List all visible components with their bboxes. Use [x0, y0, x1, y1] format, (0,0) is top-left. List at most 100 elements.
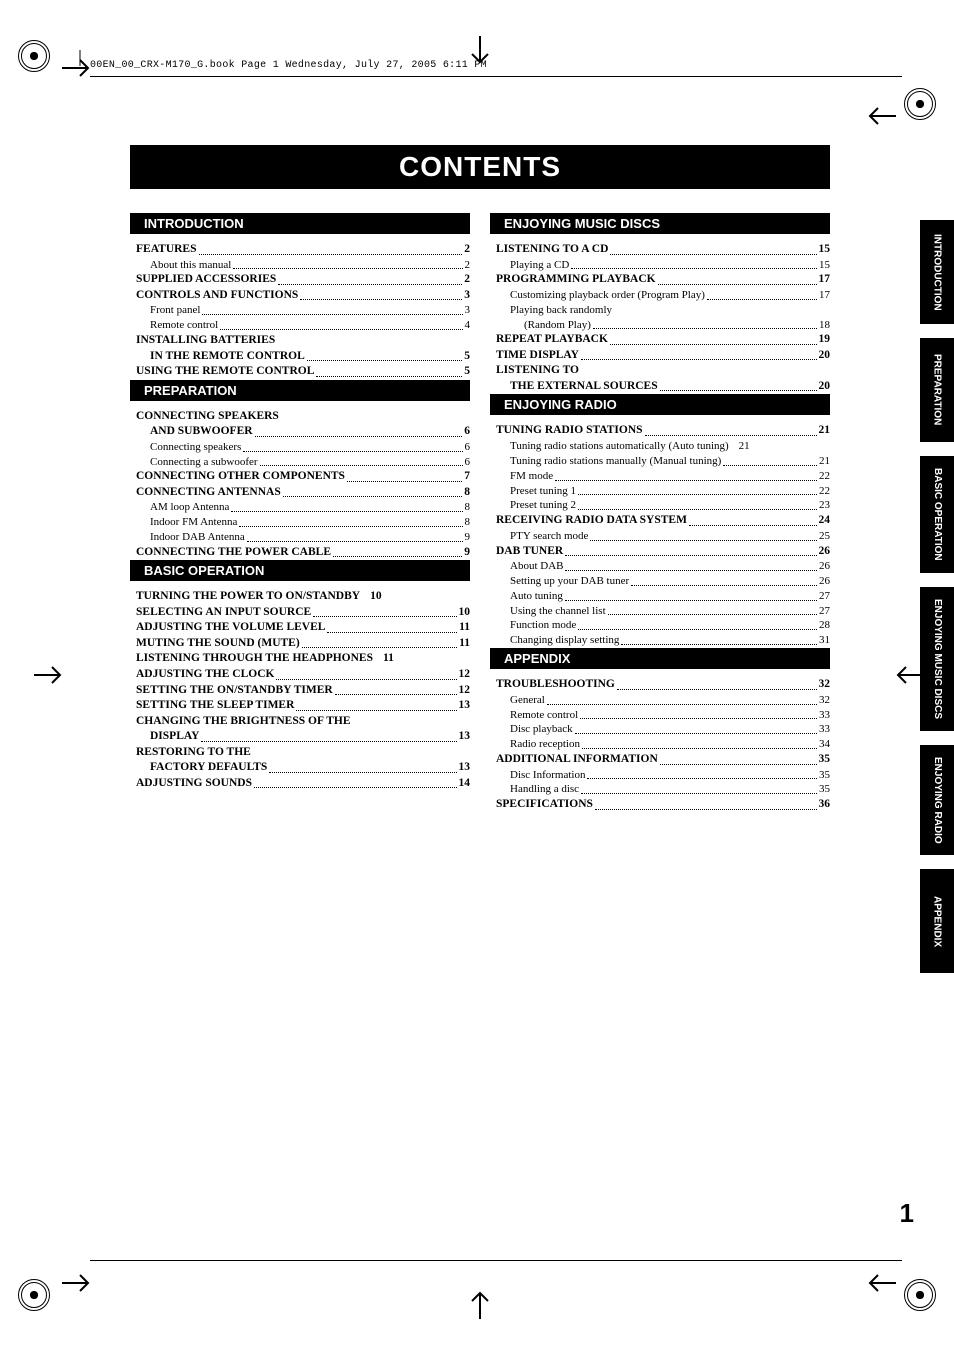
toc-label: Function mode [510, 618, 576, 633]
toc-column-left: INTRODUCTIONFEATURES2About this manual2S… [130, 213, 470, 813]
toc-label: Tuning radio stations automatically (Aut… [510, 439, 729, 454]
toc-page-number: 35 [819, 752, 831, 768]
toc-label: AND SUBWOOFER [150, 424, 253, 440]
toc-label: RECEIVING RADIO DATA SYSTEM [496, 513, 687, 529]
toc-page-number: 25 [819, 529, 830, 544]
toc-page-number: 32 [819, 693, 830, 708]
toc-entry-sub: Preset tuning 122 [496, 484, 830, 499]
toc-label: ADJUSTING SOUNDS [136, 776, 252, 792]
toc-label: TIME DISPLAY [496, 348, 579, 364]
toc-entry-main: MUTING THE SOUND (MUTE)11 [136, 636, 470, 652]
toc-page-number: 21 [739, 439, 750, 454]
toc-leader-dots [283, 485, 463, 498]
toc-entry-main: USING THE REMOTE CONTROL5 [136, 364, 470, 380]
toc-label: TURNING THE POWER TO ON/STANDBY [136, 589, 360, 605]
toc-entry-main: CONNECTING THE POWER CABLE9 [136, 545, 470, 561]
toc-entry-main: IN THE REMOTE CONTROL5 [136, 349, 470, 365]
toc-entry-sub: Tuning radio stations automatically (Aut… [496, 439, 830, 454]
toc-label: SETTING THE SLEEP TIMER [136, 698, 294, 714]
toc-leader-dots [243, 440, 462, 452]
toc-leader-dots [689, 513, 817, 526]
toc-leader-dots [731, 439, 737, 451]
toc-leader-dots [254, 776, 457, 789]
toc-entry-sub: Disc playback33 [496, 722, 830, 737]
toc-entry-sub: Setting up your DAB tuner26 [496, 574, 830, 589]
toc-page-number: 34 [819, 737, 830, 752]
side-tab: INTRODUCTION [920, 220, 954, 324]
toc-page-number: 35 [819, 768, 830, 783]
toc-entry-main: TROUBLESHOOTING32 [496, 677, 830, 693]
toc-page-number: 3 [465, 303, 471, 318]
toc-leader-dots [199, 242, 463, 255]
toc-label: MUTING THE SOUND (MUTE) [136, 636, 300, 652]
toc-label: DAB TUNER [496, 544, 563, 560]
toc-page-number: 17 [819, 272, 831, 288]
toc-column-right: ENJOYING MUSIC DISCSLISTENING TO A CD15P… [490, 213, 830, 813]
toc-page-number: 13 [459, 698, 471, 714]
toc-page-number: 22 [819, 484, 830, 499]
registration-circle-icon [18, 40, 50, 72]
registration-circle-icon [904, 88, 936, 120]
toc-label: THE EXTERNAL SOURCES [510, 379, 658, 395]
toc-leader-dots [660, 379, 817, 392]
toc-page-number: 11 [459, 620, 470, 636]
toc-label: Playing a CD [510, 258, 569, 273]
toc-entry-sub: FM mode 22 [496, 469, 830, 484]
toc-leader-dots [575, 722, 817, 734]
toc-entry-main: FACTORY DEFAULTS13 [136, 760, 470, 776]
toc-label: TUNING RADIO STATIONS [496, 423, 643, 439]
toc-leader-dots [307, 349, 463, 362]
toc-leader-dots [617, 677, 817, 690]
toc-label: Remote control [150, 318, 218, 333]
side-tab: BASIC OPERATION [920, 456, 954, 573]
toc-entry-sub: About DAB26 [496, 559, 830, 574]
toc-leader-dots [296, 698, 456, 711]
toc-label: Handling a disc [510, 782, 579, 797]
toc-entry-sub: Customizing playback order (Program Play… [496, 288, 830, 303]
toc-label: Disc playback [510, 722, 573, 737]
toc-entry-main: DAB TUNER26 [496, 544, 830, 560]
toc-label: DISPLAY [150, 729, 199, 745]
toc-label: CONNECTING ANTENNAS [136, 485, 281, 501]
toc-entry-sub: PTY search mode25 [496, 529, 830, 544]
toc-entry-main: CONNECTING OTHER COMPONENTS 7 [136, 469, 470, 485]
toc-leader-dots [231, 500, 462, 512]
toc-label: Remote control [510, 708, 578, 723]
toc-page-number: 28 [819, 618, 830, 633]
toc-entry-main: RECEIVING RADIO DATA SYSTEM24 [496, 513, 830, 529]
page-title: CONTENTS [130, 145, 830, 189]
registration-circle-icon [904, 1279, 936, 1311]
toc-page-number: 33 [819, 708, 830, 723]
toc-label: IN THE REMOTE CONTROL [150, 349, 305, 365]
toc-entry-main: SPECIFICATIONS36 [496, 797, 830, 813]
toc-entry-sub: Playing a CD15 [496, 258, 830, 273]
toc-page-number: 9 [465, 530, 471, 545]
toc-label: LISTENING THROUGH THE HEADPHONES [136, 651, 373, 667]
toc-label: Preset tuning 2 [510, 498, 576, 513]
toc-leader-dots [707, 288, 817, 300]
toc-leader-dots [375, 651, 381, 664]
toc-leader-dots [565, 589, 817, 601]
toc-entry-main: LISTENING THROUGH THE HEADPHONES11 [136, 651, 470, 667]
toc-label: Indoor DAB Antenna [150, 530, 245, 545]
toc-entry-sub: Radio reception34 [496, 737, 830, 752]
toc-label: PROGRAMMING PLAYBACK [496, 272, 656, 288]
toc-entry-main: ADDITIONAL INFORMATION35 [496, 752, 830, 768]
toc-label: SELECTING AN INPUT SOURCE [136, 605, 311, 621]
toc-leader-dots [327, 620, 457, 633]
toc-page-number: 13 [459, 760, 471, 776]
toc-leader-dots [723, 454, 817, 466]
toc-page-number: 32 [819, 677, 831, 693]
section-header: ENJOYING MUSIC DISCS [490, 213, 830, 234]
toc-leader-dots [581, 782, 817, 794]
toc-label: FM mode [510, 469, 553, 484]
toc-leader-dots [316, 364, 462, 377]
toc-page-number: 22 [819, 469, 830, 484]
side-tab: APPENDIX [920, 869, 954, 973]
toc-page-number: 7 [464, 469, 470, 485]
section-header: INTRODUCTION [130, 213, 470, 234]
toc-entry-main: ADJUSTING THE CLOCK12 [136, 667, 470, 683]
toc-entry-wrap: Playing back randomly [496, 303, 830, 318]
toc-label: CONNECTING OTHER COMPONENTS [136, 469, 345, 485]
toc-entry-sub: Connecting speakers6 [136, 440, 470, 455]
